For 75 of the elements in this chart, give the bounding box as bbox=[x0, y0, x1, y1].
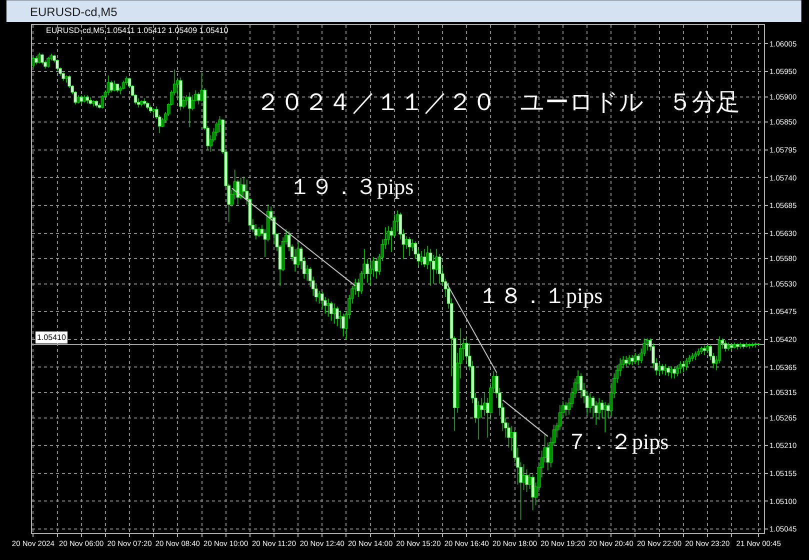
candlestick bbox=[738, 342, 742, 349]
candlestick bbox=[742, 343, 746, 349]
candlestick bbox=[420, 250, 424, 266]
candlestick bbox=[326, 298, 330, 318]
candlestick bbox=[46, 56, 50, 68]
candlestick bbox=[730, 343, 734, 351]
candlestick bbox=[142, 98, 146, 106]
candlestick bbox=[136, 98, 140, 108]
candlestick bbox=[507, 422, 510, 448]
candlestick bbox=[179, 77, 182, 111]
candlestick bbox=[34, 55, 38, 65]
ref-line-label: 1.05410 bbox=[37, 333, 66, 342]
candlestick bbox=[664, 364, 667, 376]
candlestick bbox=[112, 80, 116, 92]
candlestick bbox=[124, 76, 128, 86]
candlestick bbox=[750, 342, 754, 348]
candlestick bbox=[702, 345, 706, 356]
candlestick bbox=[94, 100, 98, 108]
candlestick bbox=[86, 94, 90, 104]
annotation: １８．１pips bbox=[478, 283, 603, 308]
candlestick bbox=[670, 366, 673, 379]
candlestick bbox=[690, 352, 694, 362]
chart-subtitle: EURUSD-cd,M5 1.05411 1.05412 1.05409 1.05410 bbox=[46, 26, 229, 35]
candlestick bbox=[676, 364, 679, 377]
candlestick bbox=[422, 248, 426, 268]
candlestick bbox=[682, 360, 685, 373]
candlestick bbox=[40, 53, 44, 65]
candlestick bbox=[296, 242, 300, 268]
candlestick bbox=[630, 354, 634, 366]
candlestick bbox=[148, 105, 152, 114]
candlestick bbox=[603, 402, 607, 433]
candlestick bbox=[257, 226, 261, 238]
candlestick bbox=[152, 108, 156, 116]
candlestick bbox=[694, 351, 697, 360]
candlestick bbox=[726, 342, 730, 351]
candlestick bbox=[696, 348, 700, 356]
text: EURUSD-cd,M5 bbox=[30, 5, 118, 19]
candlestick bbox=[188, 92, 192, 128]
candlestick bbox=[106, 75, 110, 96]
candlestick bbox=[736, 343, 740, 350]
candlestick bbox=[564, 402, 568, 416]
candlestick bbox=[672, 366, 676, 379]
candlestick bbox=[80, 94, 83, 104]
text: ２０２４／１１／２０ ユーロドル ５分足 bbox=[256, 90, 740, 116]
candlestick bbox=[140, 100, 144, 107]
candlestick bbox=[88, 96, 92, 105]
candlestick bbox=[678, 360, 682, 374]
candlestick bbox=[82, 94, 86, 103]
candlestick bbox=[116, 83, 120, 93]
candlestick bbox=[408, 236, 412, 256]
candlestick bbox=[748, 343, 752, 349]
candlestick bbox=[724, 340, 728, 352]
candlestick bbox=[666, 366, 670, 377]
annotation: ７．２pips bbox=[566, 429, 669, 454]
candlestick bbox=[368, 260, 372, 286]
candlestick bbox=[330, 301, 333, 322]
candlestick bbox=[525, 468, 528, 492]
annotation: １９．３pips bbox=[289, 174, 414, 199]
candlestick bbox=[700, 346, 704, 354]
candlestick bbox=[754, 342, 758, 348]
candlestick bbox=[428, 248, 432, 286]
candlestick bbox=[660, 364, 664, 375]
candlestick bbox=[146, 102, 150, 110]
candlestick bbox=[684, 358, 688, 371]
candlestick bbox=[634, 352, 637, 365]
candlestick bbox=[332, 303, 336, 324]
candlestick bbox=[92, 100, 96, 107]
candlestick bbox=[732, 342, 736, 349]
candlestick bbox=[32, 56, 35, 68]
candlestick bbox=[531, 474, 534, 511]
candlestick bbox=[628, 354, 631, 366]
candlestick bbox=[744, 342, 748, 348]
candlestick bbox=[624, 356, 628, 367]
candlestick bbox=[336, 306, 339, 327]
candlestick bbox=[342, 313, 345, 337]
